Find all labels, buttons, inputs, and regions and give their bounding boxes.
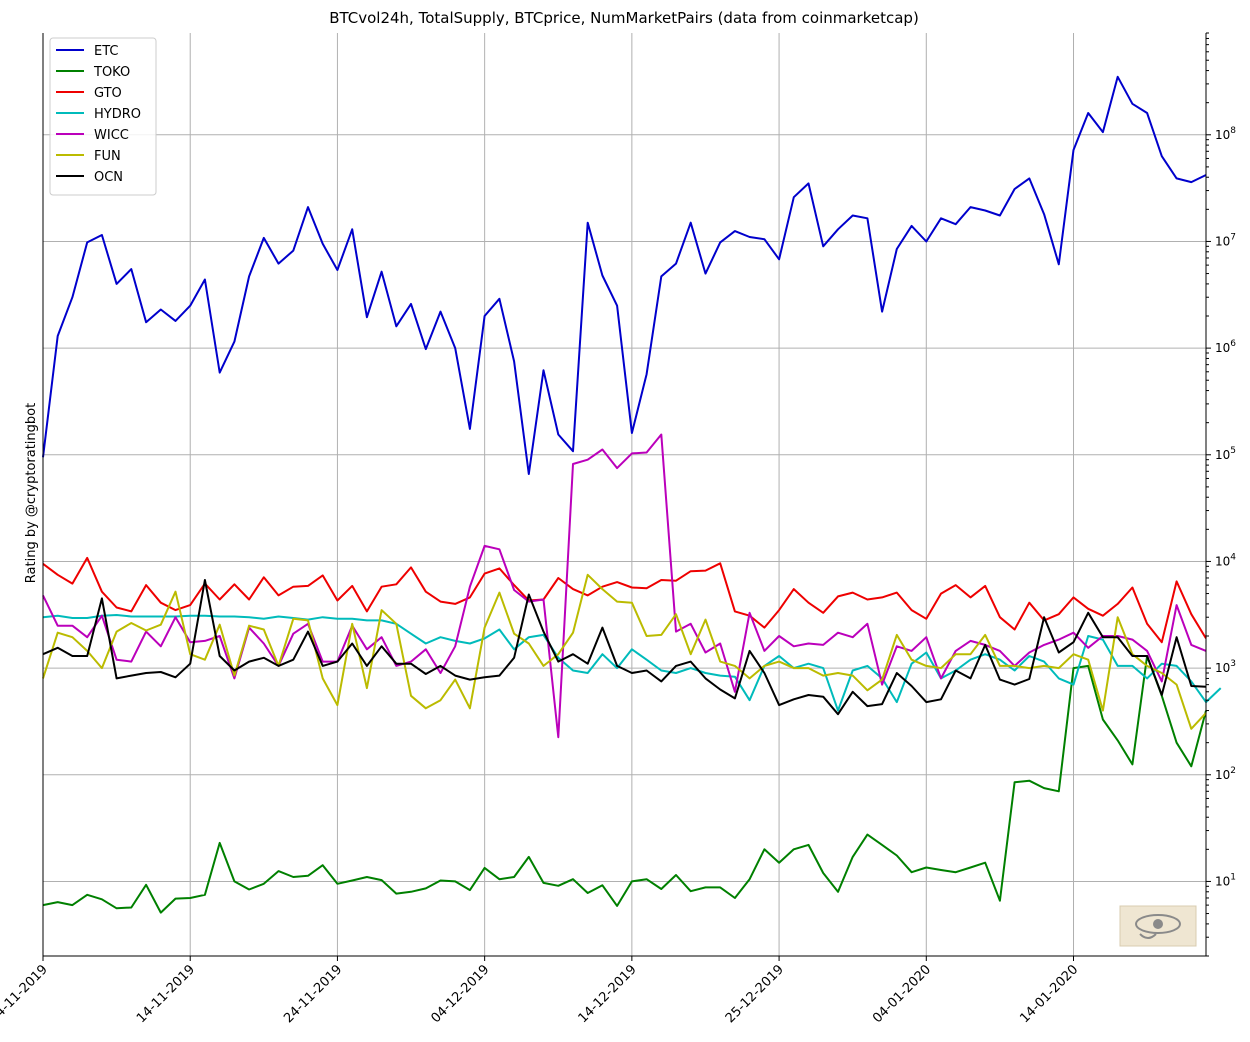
x-ticks: 04-11-2019 14-11-2019 24-11-2019 04-12-2019… xyxy=(0,956,1081,1026)
series-line-fun xyxy=(42,573,1207,730)
x-tick-label: 04-11-2019 xyxy=(0,962,51,1026)
x-tick-label: 24-11-2019 xyxy=(281,962,345,1026)
y-ticks: 101 102 103 104 105 106 107 108 xyxy=(1206,32,1236,957)
y-tick-label: 104 xyxy=(1215,552,1236,568)
series-line-gto xyxy=(42,556,1207,644)
y-tick-label: 106 xyxy=(1215,339,1236,355)
series-line-toko xyxy=(42,655,1207,914)
x-tick-label: 04-12-2019 xyxy=(428,962,492,1026)
legend-label: TOKO xyxy=(93,65,130,80)
legend-label: WICC xyxy=(94,128,129,143)
x-tick-label: 25-12-2019 xyxy=(723,962,787,1026)
series-line-etc xyxy=(42,75,1207,475)
y-tick-label: 105 xyxy=(1215,446,1236,462)
x-tick-label: 14-01-2020 xyxy=(1017,962,1081,1026)
y-tick-label: 102 xyxy=(1215,766,1236,782)
watermark-image xyxy=(1119,905,1197,947)
legend-label: GTO xyxy=(94,86,122,101)
chart-title: BTCvol24h, TotalSupply, BTCprice, NumMar… xyxy=(329,9,919,27)
y-axis-label: Rating by @cryptoratingbot xyxy=(24,403,39,583)
watermark-pupil xyxy=(1153,919,1163,929)
y-tick-label: 108 xyxy=(1215,126,1236,142)
legend-label: FUN xyxy=(94,149,121,164)
x-tick-label: 14-12-2019 xyxy=(576,962,640,1026)
legend-label: ETC xyxy=(94,44,118,59)
x-tick-label: 04-01-2020 xyxy=(870,962,934,1026)
series-line-hydro xyxy=(42,614,1222,712)
watermark-eye xyxy=(1135,914,1181,934)
legend-label: HYDRO xyxy=(94,107,141,122)
legend-label: OCN xyxy=(94,170,123,185)
grid xyxy=(42,33,1206,956)
y-tick-label: 107 xyxy=(1215,232,1236,248)
y-tick-label: 101 xyxy=(1215,872,1236,888)
series-lines xyxy=(42,75,1222,914)
legend: ETC TOKO GTO HYDRO WICC FUN OCN xyxy=(49,37,157,196)
axes xyxy=(42,33,1207,957)
watermark-mark xyxy=(1139,933,1157,939)
series-line-ocn xyxy=(42,579,1207,716)
x-tick-label: 14-11-2019 xyxy=(134,962,198,1026)
y-tick-label: 103 xyxy=(1215,659,1236,675)
